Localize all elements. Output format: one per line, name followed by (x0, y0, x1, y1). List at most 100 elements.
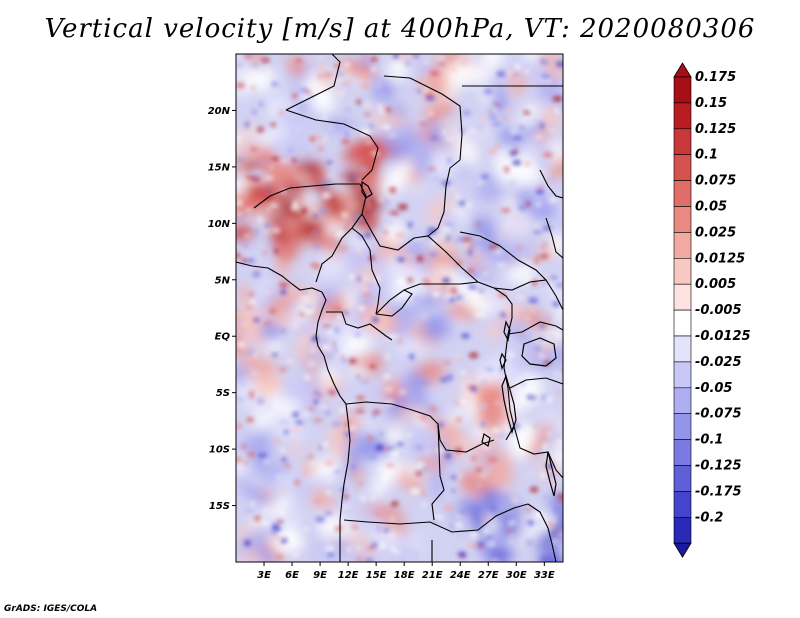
field-cell (367, 546, 377, 549)
field-cell (497, 292, 508, 298)
field-cell (358, 482, 363, 485)
field-cell (236, 456, 242, 462)
field-cell (367, 203, 371, 209)
field-cell (458, 511, 466, 514)
field-cell (507, 352, 515, 357)
field-cell (419, 415, 428, 420)
field-cell (314, 399, 318, 405)
field-cell (342, 82, 351, 85)
field-cell (236, 62, 243, 68)
field-patch (549, 345, 563, 367)
field-cell (336, 90, 346, 97)
field-cell (542, 281, 546, 284)
field-patch (244, 183, 269, 198)
field-cell (326, 160, 332, 164)
field-cell (325, 198, 336, 201)
field-cell (260, 521, 270, 526)
field-cell (343, 494, 348, 501)
field-cell (372, 543, 378, 547)
field-cell (551, 332, 556, 335)
field-cell (463, 237, 472, 243)
field-cell (513, 135, 522, 140)
field-cell (379, 109, 386, 114)
field-cell (376, 82, 383, 89)
border-angola-namibia (343, 519, 479, 533)
field-cell (546, 432, 551, 436)
field-cell (300, 88, 309, 92)
field-patch (446, 123, 458, 135)
field-cell (267, 189, 272, 193)
field-patch (527, 201, 556, 219)
field-cell (489, 245, 499, 250)
field-cell (247, 305, 252, 309)
field-patch (423, 413, 440, 431)
field-cell (279, 110, 283, 116)
field-patch (314, 277, 343, 301)
field-cell (454, 522, 463, 528)
field-cell (452, 238, 461, 242)
colorbar-swatch (673, 465, 692, 492)
field-cell (351, 524, 358, 530)
field-cell (236, 423, 242, 429)
field-cell (456, 295, 463, 299)
field-cell (359, 167, 368, 172)
field-cell (395, 232, 405, 238)
colorbar-bottom-arrow (673, 542, 692, 558)
field-cell (539, 324, 546, 328)
field-cell (507, 539, 514, 543)
field-cell (368, 373, 373, 377)
field-cell (356, 546, 361, 550)
field-cell (535, 189, 545, 195)
field-cell (358, 107, 364, 111)
field-cell (443, 361, 451, 364)
field-cell (279, 282, 289, 287)
field-cell (383, 200, 389, 204)
field-cell (266, 206, 271, 212)
field-patch (284, 114, 306, 138)
field-cell (424, 88, 429, 94)
field-cell (442, 277, 450, 284)
field-cell (456, 417, 462, 422)
field-cell (339, 355, 345, 358)
field-cell (367, 284, 373, 288)
field-cell (449, 288, 458, 295)
field-cell (319, 208, 328, 215)
field-cell (260, 162, 270, 166)
field-cell (328, 478, 332, 483)
field-cell (258, 217, 263, 223)
field-cell (356, 558, 363, 561)
colorbar-label: -0.125 (695, 459, 742, 474)
field-cell (538, 354, 545, 359)
field-patch (552, 445, 563, 467)
field-cell (443, 504, 453, 511)
field-cell (365, 232, 371, 238)
field-cell (493, 103, 500, 107)
colorbar-swatch (673, 309, 692, 337)
field-cell (339, 343, 347, 347)
field-patch (521, 104, 540, 121)
field-cell (388, 334, 398, 339)
field-cell (345, 132, 349, 138)
border-chad-sudan (427, 159, 461, 237)
border-angola-zambia (431, 423, 445, 521)
field-cell (455, 358, 464, 361)
field-cell (483, 88, 493, 95)
field-cell (375, 231, 380, 235)
field-cell (253, 317, 260, 323)
field-cell (339, 407, 346, 414)
field-cell (484, 367, 495, 372)
field-cell (386, 464, 395, 467)
field-cell (348, 426, 357, 430)
field-cell (451, 489, 456, 493)
field-cell (540, 74, 551, 80)
field-patch (348, 464, 363, 483)
field-cell (428, 167, 438, 170)
field-cell (291, 158, 297, 162)
field-cell (462, 62, 467, 65)
field-cell (336, 314, 343, 320)
field-cell (397, 338, 402, 344)
field-cell (333, 470, 342, 474)
field-cell (327, 551, 334, 557)
field-cell (472, 239, 483, 245)
field-patch (277, 197, 294, 209)
